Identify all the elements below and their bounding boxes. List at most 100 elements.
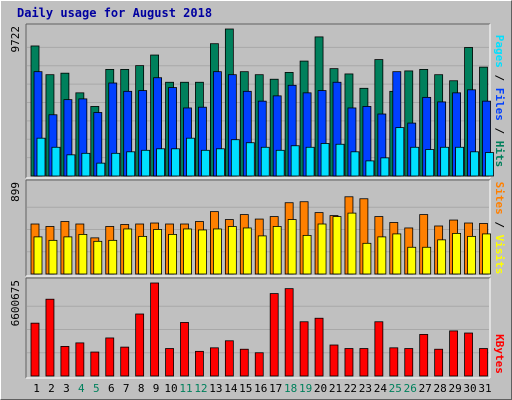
bar-kbytes — [239, 348, 249, 377]
bar-visits — [227, 226, 237, 275]
bar-pages — [260, 146, 270, 177]
bar-kbytes — [105, 337, 115, 377]
bar-visits — [33, 236, 43, 275]
x-tick-label: 7 — [123, 382, 130, 395]
bar-visits — [93, 240, 103, 275]
bar-visits — [138, 235, 148, 275]
x-tick-label: 16 — [254, 382, 267, 395]
bar-kbytes — [195, 350, 204, 377]
x-tick-label: 24 — [374, 382, 388, 395]
bar-pages — [335, 143, 345, 177]
x-tick-label: 17 — [269, 382, 282, 395]
bar-pages — [51, 146, 61, 177]
bar-visits — [377, 236, 387, 275]
bar-pages — [350, 151, 360, 177]
bar-visits — [242, 227, 252, 275]
bar-visits — [452, 233, 462, 275]
bar-kbytes — [434, 348, 444, 377]
bar-kbytes — [419, 334, 429, 377]
bar-kbytes — [150, 282, 160, 377]
bar-visits — [407, 246, 417, 275]
bar-pages — [425, 149, 435, 177]
bar-visits — [63, 236, 73, 275]
bar-visits — [287, 219, 297, 275]
bar-kbytes — [90, 351, 100, 377]
bar-pages — [141, 149, 151, 177]
bar-pages — [111, 152, 121, 177]
bar-pages — [186, 137, 195, 177]
bar-pages — [365, 160, 375, 177]
bar-pages — [380, 157, 390, 177]
legend-item: Pages — [493, 35, 506, 68]
bar-pages — [320, 143, 330, 177]
legend-item: KBytes — [493, 334, 506, 374]
x-tick-label: 14 — [224, 382, 238, 395]
bar-visits — [78, 234, 88, 275]
bar-visits — [347, 212, 357, 275]
bar-kbytes — [389, 347, 399, 377]
bar-pages — [81, 152, 91, 177]
legend-item: / — [493, 68, 506, 88]
bar-pages — [230, 139, 240, 177]
legend-item: Visits — [493, 235, 506, 275]
bar-kbytes — [344, 348, 354, 377]
bar-visits — [317, 223, 327, 275]
bar-kbytes — [329, 344, 339, 377]
bar-visits — [153, 229, 163, 275]
bar-kbytes — [209, 347, 219, 377]
bar-visits — [123, 228, 133, 275]
chart-panels: 9722 899 6600675 — [9, 23, 494, 379]
bar-pages — [455, 146, 465, 177]
x-tick-label: 20 — [314, 382, 327, 395]
bar-kbytes — [479, 348, 488, 377]
bar-visits — [362, 242, 372, 275]
x-tick-label: 11 — [179, 382, 192, 395]
x-tick-label: 30 — [463, 382, 476, 395]
bar-pages — [66, 154, 76, 177]
bar-pages — [470, 151, 479, 177]
bar-kbytes — [284, 288, 294, 377]
y-max-label-sites-visits: 899 — [9, 182, 22, 202]
bar-kbytes — [359, 348, 369, 377]
x-tick-label: 25 — [389, 382, 402, 395]
x-tick-label: 19 — [299, 382, 312, 395]
bar-kbytes — [299, 321, 309, 377]
bar-visits — [168, 234, 177, 275]
bar-pages — [96, 162, 106, 177]
bar-kbytes — [374, 321, 384, 377]
x-tick-label: 26 — [404, 382, 417, 395]
bar-pages — [395, 127, 405, 177]
bar-pages — [290, 145, 300, 177]
legend-sites-visits: Sites / Visits — [493, 182, 506, 275]
bar-pages — [305, 146, 315, 177]
legend-item: / — [493, 215, 506, 235]
bar-visits — [482, 233, 491, 275]
bar-kbytes — [269, 293, 279, 377]
bar-pages — [201, 149, 210, 177]
bar-kbytes — [30, 322, 40, 377]
bar-visits — [257, 235, 267, 275]
x-tick-label: 23 — [359, 382, 372, 395]
bar-pages — [485, 152, 494, 177]
x-tick-label: 15 — [239, 382, 252, 395]
bar-kbytes — [404, 348, 414, 377]
legend-hits-files-pages: Pages / Files / Hits — [493, 35, 506, 168]
bar-visits — [467, 235, 476, 275]
bar-visits — [437, 239, 447, 275]
bar-pages — [440, 146, 450, 177]
x-tick-label: 3 — [63, 382, 70, 395]
legend-item: Hits — [493, 141, 506, 168]
bar-kbytes — [224, 340, 234, 377]
bar-kbytes — [449, 330, 459, 377]
bar-pages — [410, 146, 420, 177]
bar-kbytes — [254, 352, 264, 377]
x-tick-label: 9 — [153, 382, 160, 395]
x-tick-label: 31 — [478, 382, 491, 395]
bar-pages — [171, 148, 180, 177]
x-axis-days: 1 2 3 4 5 6 7 8 9 10 11 12 13 14 15 16 17 18 19 20 21 22 23 24 2… — [33, 382, 491, 395]
legend-item: / — [493, 121, 506, 141]
bar-visits — [198, 229, 207, 275]
x-tick-label: 4 — [78, 382, 85, 395]
bar-kbytes — [75, 342, 85, 377]
x-tick-label: 18 — [284, 382, 297, 395]
